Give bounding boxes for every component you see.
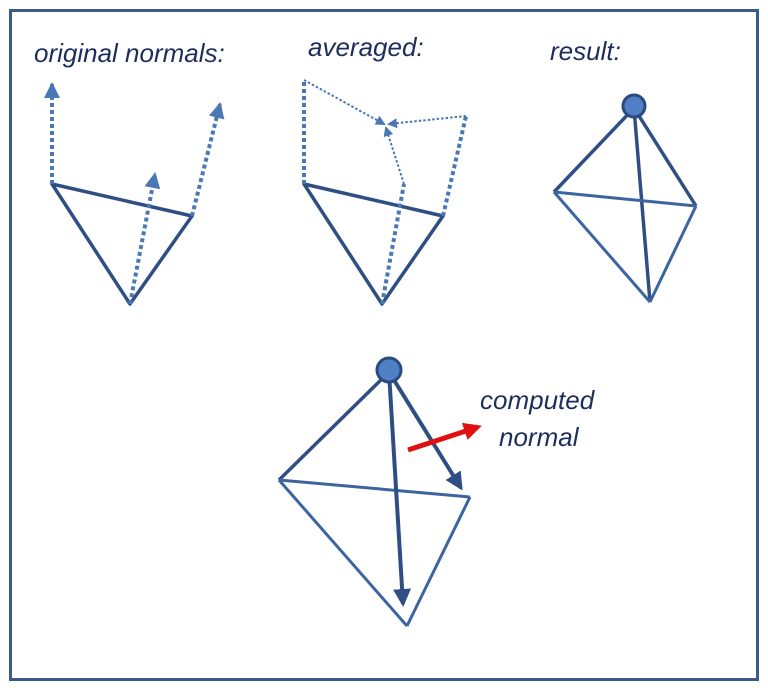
averaging-arrow-left [303,79,386,125]
tetra-edge-apex-left [552,106,636,194]
tet-edge-apex-left [277,370,391,482]
edge-vector-down [387,371,412,607]
label-result: result: [550,36,621,66]
label-normal: normal [499,422,580,452]
normal-dotted-right [441,115,468,217]
triangle-averaged [302,182,445,306]
tet-edge-left-bottom [277,479,409,627]
diagram-frame [9,9,759,681]
tetra-edge-left-bottom [552,191,652,303]
tet-edge-right-bottom [405,496,472,627]
panel-computed-normal: computed normal [277,356,596,627]
tetra-edge-right-bottom [648,205,698,303]
normal-arrow-bottom [128,172,161,305]
vertex-dot-result [621,93,647,119]
tetra-edge-apex-right [632,107,698,207]
averaging-arrow-right [387,115,467,129]
edge-vector-right [387,370,463,491]
averaging-arrow-bottom [383,126,405,185]
tet-edge-left-right [278,478,471,499]
label-averaged: averaged: [308,32,424,62]
tetra-edge-apex-bottom [632,107,652,303]
tetra-edge-left-right [553,190,697,208]
panel-result: result: [550,36,698,303]
panel-averaged: averaged: [302,32,468,306]
computed-normal-arrow [407,422,482,453]
label-original-normals: original normals: [34,38,225,68]
triangle-original [50,182,194,306]
vertex-dot-computed [375,356,403,384]
label-computed: computed [480,385,596,415]
panel-original-normals: original normals: [34,38,225,306]
normal-dotted-bottom [380,183,406,305]
normal-arrow-right [190,102,225,217]
